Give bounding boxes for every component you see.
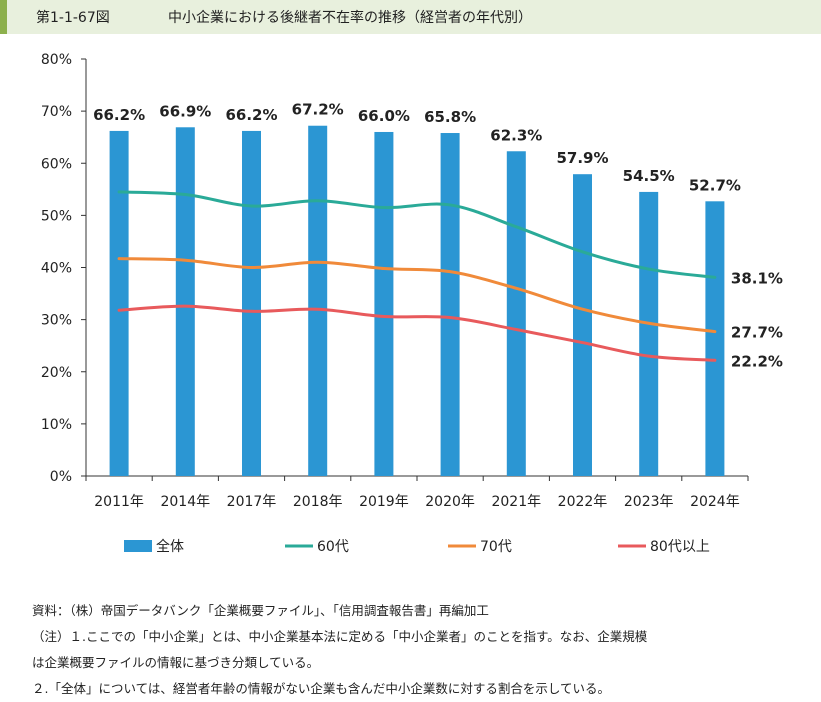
y-tick-label: 80%	[41, 52, 72, 68]
y-tick-label: 50%	[41, 208, 72, 224]
bar-value-label: 65.8%	[424, 108, 476, 126]
x-tick-label: 2017年	[227, 494, 277, 510]
bar-2019年	[374, 131, 394, 476]
y-tick-label: 0%	[50, 469, 72, 485]
bar-2021年	[506, 151, 526, 476]
bar-value-label: 66.2%	[225, 106, 277, 124]
legend-label-70代: 70代	[480, 539, 512, 555]
bar-2022年	[573, 174, 592, 477]
bar-2024年	[705, 201, 725, 476]
bar-value-label: 66.0%	[358, 107, 410, 125]
bar-value-label: 57.9%	[556, 149, 608, 167]
line-end-label: 22.2%	[731, 352, 783, 370]
bar-2018年	[308, 125, 328, 476]
figure-number: 第1-1-67図	[36, 10, 110, 26]
x-tick-label: 2011年	[94, 494, 144, 510]
note-2: ２.「全体」については、経営者年齢の情報がない企業も含んだ中小企業数に対する割合…	[32, 681, 610, 696]
x-tick-label: 2022年	[558, 494, 608, 510]
y-tick-label: 70%	[41, 104, 72, 120]
x-tick-label: 2023年	[624, 494, 674, 510]
line-series-80代以上	[117, 304, 717, 362]
bar-value-label: 67.2%	[292, 101, 344, 119]
x-tick-label: 2021年	[491, 494, 541, 510]
bar-value-label: 54.5%	[623, 167, 675, 185]
y-tick-label: 10%	[41, 417, 72, 433]
bar-value-label: 62.3%	[490, 126, 542, 144]
legend-swatch-全体	[124, 540, 152, 552]
bar-2014年	[175, 127, 195, 476]
source-note: 資料：（株）帝国データバンク「企業概要ファイル」、「信用調査報告書」再編加工	[32, 603, 489, 618]
bar-value-label: 66.2%	[93, 106, 145, 124]
figure-header: 第1-1-67図 中小企業における後継者不在率の推移（経営者の年代別）	[0, 0, 821, 34]
notes: 資料：（株）帝国データバンク「企業概要ファイル」、「信用調査報告書」再編加工 （…	[0, 598, 821, 702]
bar-2011年	[109, 130, 129, 476]
legend-label-全体: 全体	[156, 538, 184, 555]
y-tick-label: 30%	[41, 313, 72, 329]
y-tick-label: 60%	[41, 156, 72, 172]
x-tick-label: 2024年	[690, 494, 740, 510]
line-series-60代	[117, 190, 717, 279]
note-1: （注）１.ここでの「中小企業」とは、中小企業基本法に定める「中小企業者」のことを…	[32, 629, 648, 644]
bar-2017年	[242, 130, 261, 476]
x-tick-label: 2019年	[359, 494, 409, 510]
note-1-continued: は企業概要ファイルの情報に基づき分類している。	[32, 655, 320, 670]
bar-2023年	[639, 191, 659, 476]
x-tick-label: 2020年	[425, 494, 475, 510]
x-tick-label: 2014年	[160, 494, 210, 510]
legend-label-80代以上: 80代以上	[650, 539, 710, 555]
y-tick-label: 20%	[41, 365, 72, 381]
line-end-label: 27.7%	[731, 324, 783, 342]
y-tick-label: 40%	[41, 261, 72, 277]
bar-value-label: 52.7%	[689, 176, 741, 194]
header-accent-bar	[0, 0, 7, 34]
bar-2020年	[440, 133, 460, 476]
bar-value-label: 66.9%	[159, 102, 211, 120]
legend-label-60代: 60代	[317, 539, 349, 555]
figure-title: 中小企業における後継者不在率の推移（経営者の年代別）	[168, 10, 532, 26]
x-tick-label: 2018年	[293, 494, 343, 510]
chart-area: 0% 10% 20% 30% 40% 50% 60% 70% 80% 2011年 2014年 2017…	[41, 52, 783, 555]
line-end-label: 38.1%	[731, 269, 783, 287]
line-series-70代	[117, 257, 717, 334]
